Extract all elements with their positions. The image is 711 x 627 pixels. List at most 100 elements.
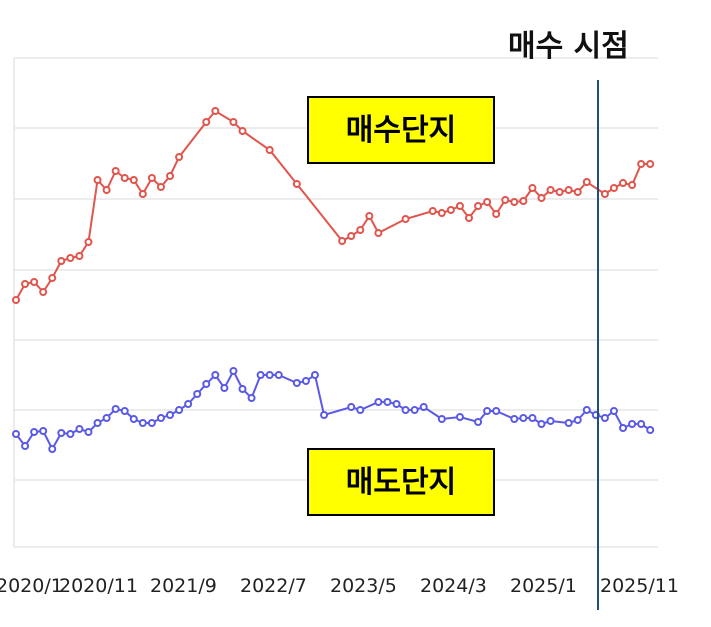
x-tick-label: 2025/1 <box>510 575 577 597</box>
data-point <box>455 413 464 421</box>
data-point <box>120 174 129 182</box>
data-point <box>410 406 419 414</box>
data-point <box>310 371 319 379</box>
data-point <box>66 430 75 438</box>
x-tick-label: 2025/11 <box>600 575 679 597</box>
data-point <box>220 384 229 392</box>
legend-sell: 매도단지 <box>307 448 495 516</box>
data-point <box>600 190 609 198</box>
data-point <box>582 178 591 186</box>
data-point <box>519 414 528 422</box>
data-point <box>455 202 464 210</box>
data-point <box>147 419 156 427</box>
data-point <box>320 411 329 419</box>
data-point <box>347 232 356 240</box>
data-point <box>528 414 537 422</box>
data-point <box>546 417 555 425</box>
data-point <box>84 428 93 436</box>
data-point <box>510 198 519 206</box>
data-point <box>129 176 138 184</box>
data-point <box>39 288 48 296</box>
data-point <box>48 445 57 453</box>
data-point <box>546 186 555 194</box>
data-point <box>30 278 39 286</box>
data-point <box>193 390 202 398</box>
data-point <box>12 430 20 438</box>
data-point <box>93 176 102 184</box>
data-point <box>374 398 383 406</box>
data-point <box>582 406 591 414</box>
data-point <box>519 197 528 205</box>
x-tick-label: 2020/1 <box>0 575 63 597</box>
data-point <box>492 407 501 415</box>
data-point <box>555 188 564 196</box>
data-point <box>229 367 238 375</box>
data-point <box>202 118 211 126</box>
data-point <box>437 415 446 423</box>
data-point <box>202 380 211 388</box>
data-point <box>120 407 129 415</box>
data-point <box>93 419 102 427</box>
data-point <box>57 257 66 265</box>
data-point <box>537 194 546 202</box>
data-point <box>537 420 546 428</box>
data-point <box>573 188 582 196</box>
data-point <box>175 406 184 414</box>
data-point <box>39 427 48 435</box>
data-point <box>156 414 165 422</box>
x-tick-label: 2020/11 <box>59 575 138 597</box>
data-point <box>48 274 57 282</box>
data-point <box>12 296 20 304</box>
data-point <box>474 202 483 210</box>
data-point <box>21 442 30 450</box>
data-point <box>274 371 283 379</box>
data-point <box>292 180 301 188</box>
data-point <box>628 420 637 428</box>
data-point <box>492 210 501 218</box>
data-point <box>646 426 655 434</box>
data-point <box>292 379 301 387</box>
x-tick-label: 2021/9 <box>150 575 217 597</box>
data-point <box>356 226 365 234</box>
data-point <box>401 215 410 223</box>
data-point <box>392 400 401 408</box>
data-point <box>637 160 646 168</box>
data-point <box>265 371 274 379</box>
data-point <box>211 107 220 115</box>
data-point <box>628 181 637 189</box>
x-tick-label: 2022/7 <box>240 575 307 597</box>
data-point <box>609 407 618 415</box>
series-buy-line <box>12 107 655 304</box>
data-point <box>129 415 138 423</box>
data-point <box>75 252 84 260</box>
data-point <box>138 190 147 198</box>
data-point <box>175 153 184 161</box>
data-point <box>383 398 392 406</box>
data-point <box>365 212 374 220</box>
buy-point-label: 매수 시점 <box>508 29 629 64</box>
data-point <box>247 394 256 402</box>
data-point <box>238 127 247 135</box>
data-point <box>147 174 156 182</box>
data-point <box>374 229 383 237</box>
data-point <box>483 407 492 415</box>
legend-buy: 매수단지 <box>307 96 495 164</box>
data-point <box>102 186 111 194</box>
x-tick-label: 2024/3 <box>420 575 487 597</box>
data-point <box>600 414 609 422</box>
data-point <box>483 198 492 206</box>
data-point <box>609 184 618 192</box>
data-point <box>437 209 446 217</box>
data-point <box>619 179 628 187</box>
data-point <box>111 405 120 413</box>
data-point <box>111 167 120 175</box>
data-point <box>356 406 365 414</box>
data-point <box>619 424 628 432</box>
data-point <box>428 207 437 215</box>
data-point <box>564 419 573 427</box>
data-point <box>401 406 410 414</box>
data-point <box>265 146 274 154</box>
data-point <box>637 420 646 428</box>
